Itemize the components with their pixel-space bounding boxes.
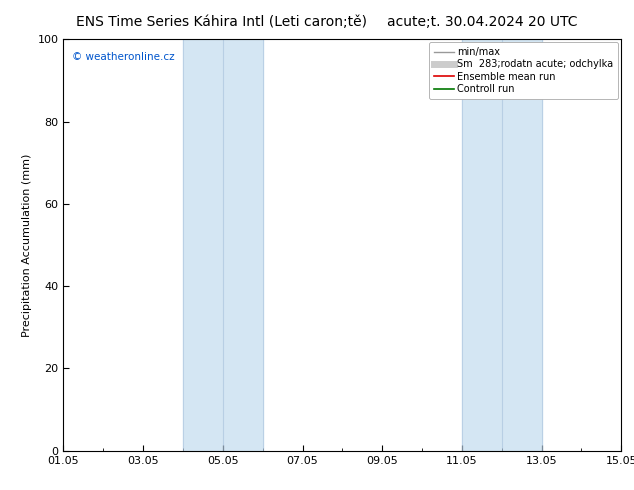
Bar — [462, 39, 541, 451]
Bar — [501, 39, 541, 451]
Bar — [223, 39, 262, 451]
Y-axis label: Precipitation Accumulation (mm): Precipitation Accumulation (mm) — [22, 153, 32, 337]
Legend: min/max, Sm  283;rodatn acute; odchylka, Ensemble mean run, Controll run: min/max, Sm 283;rodatn acute; odchylka, … — [429, 42, 618, 99]
Text: ENS Time Series Káhira Intl (Leti caron;tě): ENS Time Series Káhira Intl (Leti caron;… — [77, 15, 367, 29]
Bar — [462, 39, 501, 451]
Text: © weatheronline.cz: © weatheronline.cz — [72, 51, 174, 62]
Bar — [183, 39, 262, 451]
Bar — [183, 39, 223, 451]
Text: acute;t. 30.04.2024 20 UTC: acute;t. 30.04.2024 20 UTC — [387, 15, 577, 29]
